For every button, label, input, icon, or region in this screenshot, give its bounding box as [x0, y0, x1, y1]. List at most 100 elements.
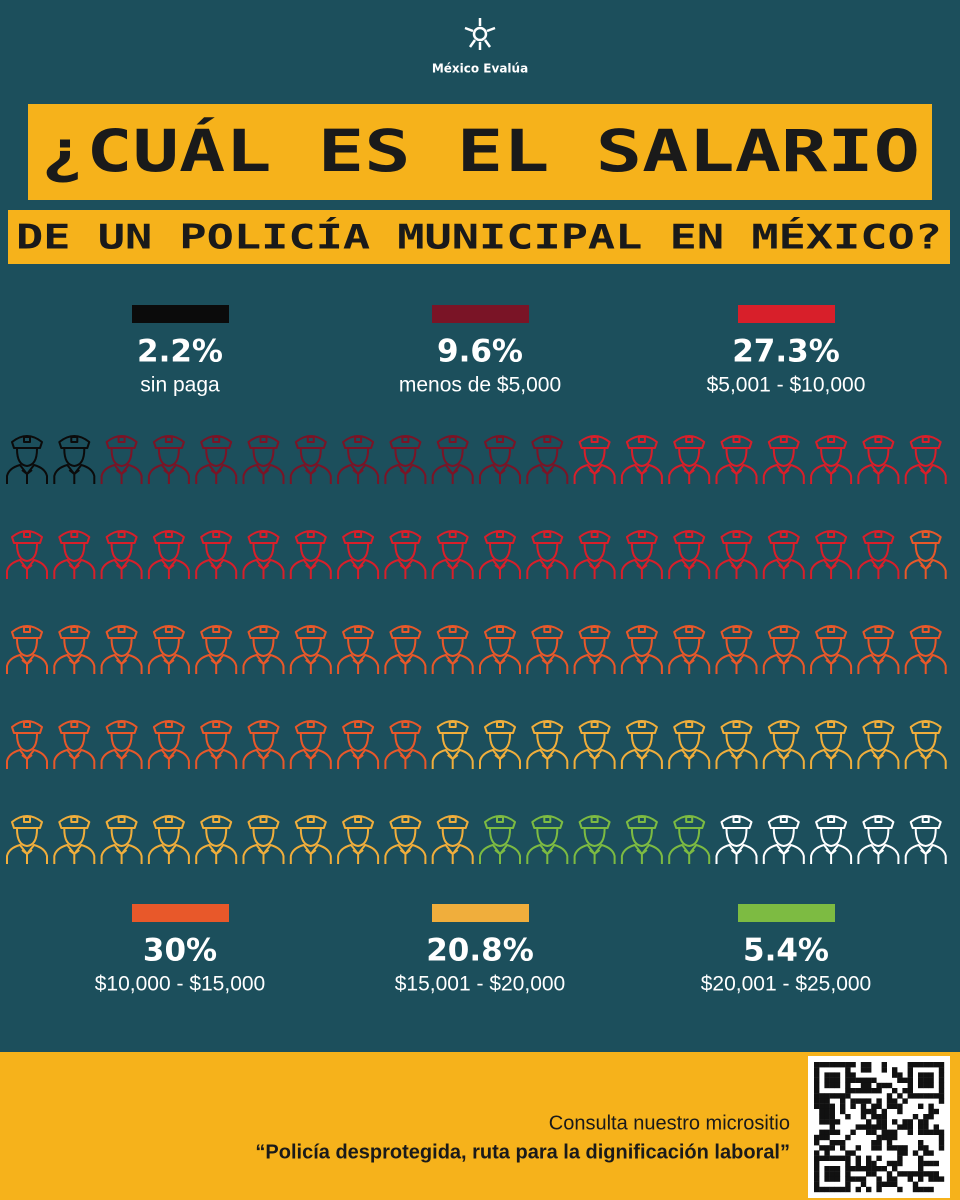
- icon-badge: [685, 721, 694, 728]
- icon-badge: [164, 721, 173, 728]
- qr-cell: [824, 1166, 830, 1172]
- qr-cell: [876, 1186, 882, 1193]
- qr-cell: [907, 1171, 913, 1177]
- icon-hat: [389, 625, 422, 639]
- qr-cell: [918, 1166, 924, 1172]
- person-icon: [100, 625, 143, 674]
- qr-cell: [886, 1134, 893, 1141]
- qr-cell: [918, 1062, 924, 1068]
- qr-cell: [881, 1119, 887, 1125]
- icon-body: [242, 844, 285, 864]
- qr-cell: [886, 1181, 893, 1187]
- qr-cell: [866, 1062, 872, 1068]
- icon-head: [630, 448, 653, 467]
- qr-cell: [886, 1176, 893, 1182]
- icon-hat: [673, 435, 706, 449]
- person-icon: [810, 720, 853, 769]
- icon-hat: [625, 815, 658, 829]
- person-icon: [620, 720, 663, 769]
- qr-cell: [840, 1103, 846, 1109]
- person-icon: [337, 815, 380, 864]
- icon-badge: [259, 436, 268, 443]
- category-label: sin paga: [140, 374, 220, 397]
- person-icon: [479, 720, 521, 769]
- person-icon: [100, 815, 143, 864]
- qr-cell: [866, 1129, 872, 1135]
- person-icon: [573, 530, 616, 579]
- icon-hat: [720, 815, 753, 829]
- qr-cell: [892, 1134, 898, 1141]
- qr-cell: [824, 1119, 830, 1125]
- qr-cell: [866, 1119, 872, 1125]
- icon-hat: [862, 815, 895, 829]
- qr-cell: [845, 1088, 851, 1094]
- qr-cell: [876, 1082, 882, 1089]
- qr-cell: [814, 1098, 820, 1104]
- icon-badge: [779, 531, 788, 538]
- icon-head: [630, 543, 653, 562]
- qr-cell: [850, 1103, 856, 1109]
- qr-cell: [928, 1062, 934, 1068]
- qr-cell: [897, 1093, 903, 1099]
- icon-body: [289, 844, 332, 864]
- person-icon: [904, 435, 947, 484]
- qr-cell: [845, 1134, 851, 1141]
- icon-hat: [389, 815, 422, 829]
- icon-body: [904, 559, 947, 579]
- person-icon: [53, 435, 96, 484]
- person-icon: [810, 625, 853, 674]
- icon-badge: [543, 531, 552, 538]
- person-icon: [762, 625, 805, 674]
- icon-head: [820, 828, 843, 847]
- icon-badge: [921, 436, 930, 443]
- qr-cell: [938, 1072, 945, 1078]
- qr-cell: [824, 1103, 830, 1109]
- qr-cell: [912, 1093, 919, 1099]
- icon-hat: [909, 530, 942, 544]
- qr-cell: [897, 1171, 903, 1177]
- icon-badge: [637, 436, 646, 443]
- person-icon: [479, 435, 521, 484]
- qr-cell: [819, 1108, 825, 1115]
- qr-code[interactable]: [814, 1062, 945, 1193]
- person-icon: [100, 720, 143, 769]
- qr-cell: [881, 1067, 887, 1073]
- icon-body: [904, 464, 947, 484]
- qr-cell: [907, 1077, 913, 1083]
- qr-cell: [819, 1062, 825, 1068]
- qr-cell: [886, 1140, 893, 1146]
- icon-body: [53, 559, 96, 579]
- icon-head: [16, 448, 38, 467]
- icon-badge: [401, 436, 410, 443]
- icon-hat: [436, 530, 469, 544]
- subtitle-box: [8, 210, 950, 264]
- icon-hat: [436, 625, 469, 639]
- person-icon: [337, 720, 380, 769]
- icon-body: [53, 654, 96, 674]
- icon-badge: [354, 436, 363, 443]
- qr-cell: [855, 1176, 861, 1182]
- icon-badge: [590, 816, 599, 823]
- qr-cell: [923, 1160, 929, 1167]
- qr-cell: [855, 1077, 861, 1083]
- icon-badge: [117, 531, 126, 538]
- icon-body: [573, 654, 616, 674]
- icon-hat: [531, 625, 564, 639]
- qr-cell: [855, 1166, 861, 1172]
- icon-body: [857, 844, 900, 864]
- qr-cell: [845, 1072, 851, 1078]
- footer-link[interactable]: “Policía desprotegida, ruta para la dign…: [255, 1141, 790, 1163]
- icon-head: [772, 733, 795, 752]
- icon-head: [157, 733, 180, 752]
- icon-body: [810, 749, 853, 769]
- icon-body: [479, 464, 521, 484]
- qr-cell: [886, 1103, 893, 1109]
- person-icon: [289, 720, 332, 769]
- qr-cell: [907, 1072, 913, 1078]
- person-icon: [6, 815, 48, 864]
- person-icon: [6, 435, 48, 484]
- icon-head: [678, 828, 701, 847]
- icon-body: [620, 464, 663, 484]
- qr-cell: [912, 1062, 919, 1068]
- icon-body: [337, 844, 380, 864]
